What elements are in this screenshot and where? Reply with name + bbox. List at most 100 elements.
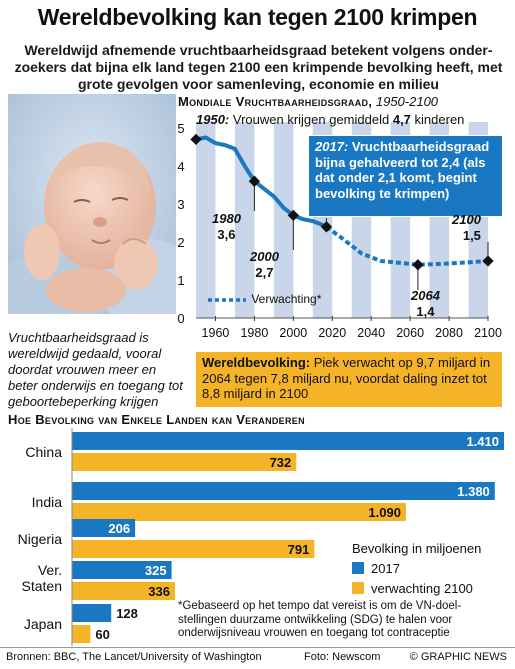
country-bar-chart: China 1.410 732 India 1.380 1.090 Nigeria 206 79…: [18, 428, 504, 646]
fertility-chart-title: Mondiale Vruchtbaarheidsgraad, 1950-2100: [178, 94, 438, 109]
label-2000: 2000 2,7: [250, 249, 279, 281]
fertility-legend: Verwachting*: [206, 292, 321, 306]
series-forecast-line: [325, 225, 489, 267]
bar-legend-2017: 2017: [352, 558, 481, 578]
bar-label-2100-0: 732: [270, 455, 292, 470]
point-2000: [287, 209, 299, 222]
fertility-title-range: 1950-2100: [375, 94, 439, 109]
fertility-axis: 0 1 2 3 4 5 1960 1980 2000 2020 2040 2060 2080 2100: [177, 121, 502, 340]
x-tick-2020: 2020: [318, 326, 346, 340]
bar-legend-2017-label: 2017: [371, 560, 400, 576]
swatch-2017: [352, 562, 364, 574]
bar-legend-title: Bevolking in miljoenen: [352, 540, 482, 556]
label-2100: 2100 1,5: [452, 212, 481, 244]
x-tick-2000: 2000: [279, 326, 307, 340]
label-2000-year: 2000: [250, 249, 279, 264]
label-1980-value: 3,6: [217, 227, 236, 242]
y-tick-5: 5: [177, 121, 184, 136]
bar-legend: Bevolking in miljoenen 2017 verwachting …: [352, 538, 481, 598]
point-2017: [320, 221, 333, 233]
photo-credit: Foto: Newscom: [304, 651, 381, 663]
bar-2017-2: [72, 519, 136, 537]
bar-label-2017-1: 1.380: [457, 484, 490, 499]
legend-forecast-label: Verwachting*: [251, 292, 322, 306]
note-1950-text: Vrouwen krijgen gemiddeld: [232, 112, 390, 127]
x-tick-2060: 2060: [396, 326, 424, 340]
point-1950: [190, 133, 202, 146]
world-population-box: Wereldbevolking: Piek verwacht op 9,7 mi…: [196, 352, 502, 407]
y-tick-4: 4: [177, 159, 184, 174]
x-tick-2080: 2080: [435, 326, 463, 340]
label-2100-value: 1,5: [462, 228, 481, 243]
bar-label-2100-3: 336: [148, 584, 170, 599]
bar-legend-2100-label: verwachting 2100: [371, 580, 473, 596]
bar-2017-3: [72, 561, 172, 579]
fertility-title-main: Mondiale Vruchtbaarheidsgraad,: [178, 94, 373, 109]
note-1950: 1950: Vrouwen krijgen gemiddeld 4,7 kind…: [196, 112, 464, 127]
x-tick-1960: 1960: [202, 326, 230, 340]
dashed-line-icon: [208, 298, 246, 302]
callout-2017-text: Vruchtbaarheidsgraad bijna gehalveerd to…: [315, 139, 490, 201]
point-2064: [412, 259, 424, 271]
category-label-4: Japan: [24, 616, 62, 632]
decade-band-1990: [273, 122, 294, 318]
footnote: *Gebaseerd op het tempo dat vereist is o…: [178, 600, 462, 639]
countries-title: Hoe Bevolking van Enkele Landen kan Vera…: [8, 412, 305, 427]
sources: Bronnen: BBC, The Lancet/University of W…: [6, 651, 262, 663]
brand: © GRAPHIC NEWS: [409, 651, 507, 663]
fertility-lines: [195, 135, 489, 267]
bar-label-2017-0: 1.410: [466, 434, 499, 449]
bar-2100-1: [72, 503, 406, 521]
label-1980-year: 1980: [212, 211, 241, 226]
fertility-caption: Vruchtbaarheidsgraad is wereldwijd gedaa…: [8, 330, 183, 409]
bar-2100-4: [72, 625, 91, 643]
bar-label-2017-3: 325: [145, 563, 167, 578]
footer-divider: [0, 647, 515, 648]
decade-band-1950: [196, 122, 216, 318]
world-box-lead: Wereldbevolking:: [202, 355, 311, 370]
subheadline: Wereldwijd afnemende vruchtbaarheidsgraa…: [14, 42, 503, 92]
x-tick-2100: 2100: [474, 326, 502, 340]
bar-label-2100-4: 60: [95, 627, 109, 642]
y-tick-0: 0: [177, 311, 184, 326]
note-1950-year: 1950:: [196, 112, 230, 127]
y-tick-1: 1: [177, 273, 184, 288]
bar-label-2100-1: 1.090: [368, 505, 401, 520]
bar-label-2017-4: 128: [116, 606, 138, 621]
y-tick-3: 3: [177, 197, 184, 212]
callout-2017: 2017: Vruchtbaarheidsgraad bijna gehalve…: [308, 135, 503, 217]
bar-2017-4: [72, 604, 112, 622]
bar-2100-3: [72, 582, 175, 600]
callout-2017-year: 2017:: [315, 139, 349, 154]
bar-2100-0: [72, 453, 297, 471]
baby-photo: [8, 94, 176, 314]
category-label-1: India: [32, 494, 63, 510]
bar-label-2017-2: 206: [108, 521, 130, 536]
label-1980: 1980 3,6: [212, 211, 241, 243]
bar-legend-2100: verwachting 2100: [352, 578, 481, 598]
headline: Wereldbevolking kan tegen 2100 krimpen: [37, 4, 478, 30]
y-tick-2: 2: [177, 235, 184, 250]
label-2064-year: 2064: [411, 288, 440, 303]
note-1950-value: 4,7: [392, 112, 411, 127]
swatch-2100: [352, 582, 364, 594]
label-2064-value: 1,4: [416, 304, 435, 319]
label-2000-value: 2,7: [255, 265, 274, 280]
x-tick-1980: 1980: [240, 326, 268, 340]
world-box-text: Piek verwacht op 9,7 miljard in 2064 teg…: [202, 355, 491, 401]
x-tick-2040: 2040: [357, 326, 385, 340]
fertility-points: [190, 133, 494, 290]
bar-2100-2: [72, 540, 315, 558]
note-1950-unit: kinderen: [414, 112, 465, 127]
label-2100-year: 2100: [452, 212, 481, 227]
label-2064: 2064 1,4: [411, 288, 440, 320]
bar-2017-0: [72, 432, 504, 450]
category-label-3: Ver. Staten: [22, 562, 62, 594]
category-label-0: China: [25, 444, 62, 460]
bar-label-2100-2: 791: [288, 542, 310, 557]
category-label-2: Nigeria: [18, 531, 63, 547]
series-historical-line: [195, 135, 328, 229]
country-bars: China 1.410 732 India 1.380 1.090 Nigeria 206 79…: [18, 428, 504, 646]
baby-photo-illustration: [8, 94, 176, 314]
point-2100: [482, 255, 494, 267]
